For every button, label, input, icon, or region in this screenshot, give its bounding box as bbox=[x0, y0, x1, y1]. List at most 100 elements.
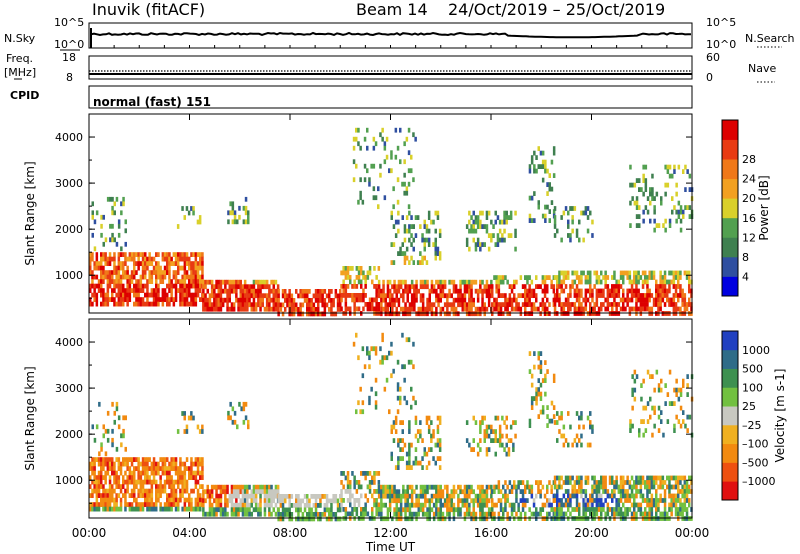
heatmap-cell bbox=[310, 494, 313, 499]
heatmap-cell bbox=[562, 511, 566, 517]
x-tick-label: 16:00 bbox=[474, 526, 509, 540]
heatmap-cell bbox=[450, 507, 453, 513]
heatmap-cell bbox=[340, 270, 343, 276]
heatmap-cell bbox=[426, 306, 429, 312]
heatmap-cell bbox=[530, 396, 534, 401]
heatmap-cell bbox=[150, 261, 154, 266]
heatmap-cell bbox=[399, 507, 403, 513]
heatmap-cell bbox=[155, 283, 158, 289]
heatmap-cell bbox=[272, 288, 275, 294]
heatmap-cell bbox=[685, 511, 689, 517]
heatmap-cell bbox=[109, 223, 112, 229]
heatmap-cell bbox=[580, 275, 583, 280]
heatmap-cell bbox=[679, 209, 683, 215]
heatmap-cell bbox=[628, 484, 632, 490]
heatmap-cell bbox=[384, 297, 387, 303]
heatmap-cell bbox=[297, 516, 300, 522]
heatmap-cell bbox=[217, 498, 220, 504]
heatmap-cell bbox=[646, 401, 650, 406]
heatmap-cell bbox=[159, 484, 162, 489]
nsky-trace bbox=[90, 31, 692, 39]
heatmap-cell bbox=[674, 493, 678, 499]
heatmap-cell bbox=[457, 511, 460, 517]
heatmap-cell bbox=[428, 302, 431, 308]
heatmap-cell bbox=[622, 493, 625, 499]
heatmap-cell bbox=[363, 136, 367, 142]
heatmap-cell bbox=[368, 177, 371, 183]
heatmap-cell bbox=[261, 484, 264, 490]
heatmap-cell bbox=[438, 465, 442, 470]
heatmap-cell bbox=[355, 293, 359, 298]
heatmap-cell bbox=[483, 302, 486, 308]
heatmap-cell bbox=[155, 265, 158, 271]
heatmap-cell bbox=[126, 301, 129, 307]
heatmap-cell bbox=[668, 507, 671, 512]
heatmap-cell bbox=[246, 306, 249, 312]
heatmap-cell bbox=[663, 502, 667, 508]
heatmap-cell bbox=[177, 502, 180, 507]
heatmap-cell bbox=[657, 405, 661, 411]
heatmap-cell bbox=[388, 297, 392, 303]
heatmap-cell bbox=[580, 484, 583, 490]
heatmap-cell bbox=[133, 506, 136, 512]
heatmap-cell bbox=[190, 411, 193, 416]
heatmap-cell bbox=[199, 297, 202, 302]
heatmap-cell bbox=[521, 493, 525, 499]
x-tick-label: 00:00 bbox=[675, 526, 710, 540]
heatmap-cell bbox=[622, 279, 625, 285]
heatmap-cell bbox=[688, 414, 692, 420]
heatmap-cell bbox=[196, 502, 200, 507]
heatmap-cell bbox=[552, 378, 556, 383]
heatmap-cell bbox=[188, 493, 191, 498]
heatmap-cell bbox=[515, 484, 518, 490]
heatmap-cell bbox=[102, 214, 105, 220]
heatmap-cell bbox=[410, 233, 413, 238]
heatmap-cell bbox=[679, 284, 682, 289]
heatmap-cell bbox=[459, 288, 462, 294]
heatmap-cell bbox=[564, 438, 568, 443]
heatmap-cell bbox=[235, 489, 238, 495]
heatmap-cell bbox=[206, 511, 209, 517]
heatmap-cell bbox=[595, 288, 599, 294]
heatmap-cell bbox=[272, 306, 275, 312]
heatmap-cell bbox=[181, 301, 184, 307]
heatmap-cell bbox=[374, 141, 378, 147]
heatmap-cell bbox=[688, 279, 691, 285]
heatmap-cell bbox=[117, 219, 121, 225]
heatmap-cell bbox=[161, 256, 165, 262]
heatmap-cell bbox=[544, 218, 547, 223]
heatmap-cell bbox=[374, 377, 378, 383]
heatmap-cell bbox=[657, 502, 660, 508]
heatmap-cell bbox=[196, 274, 200, 280]
heatmap-cell bbox=[235, 293, 238, 299]
heatmap-cell bbox=[122, 301, 125, 307]
heatmap-cell bbox=[242, 401, 246, 407]
heatmap-cell bbox=[393, 507, 396, 513]
heatmap-cell bbox=[395, 311, 398, 317]
heatmap-cell bbox=[279, 498, 283, 504]
heatmap-cell bbox=[111, 297, 114, 302]
heatmap-cell bbox=[544, 373, 547, 379]
heatmap-cell bbox=[524, 516, 527, 521]
heatmap-cell bbox=[252, 498, 256, 504]
heatmap-cell bbox=[553, 420, 557, 425]
heatmap-cell bbox=[683, 270, 687, 276]
heatmap-cell bbox=[644, 275, 647, 280]
heatmap-cell bbox=[646, 493, 649, 499]
heatmap-cell bbox=[270, 288, 273, 294]
heatmap-cell bbox=[432, 516, 436, 522]
heatmap-cell bbox=[252, 493, 256, 499]
heatmap-cell bbox=[297, 507, 300, 513]
heatmap-cell bbox=[243, 507, 247, 513]
heatmap-cell bbox=[330, 298, 333, 303]
heatmap-cell bbox=[461, 279, 464, 285]
heatmap-cell bbox=[633, 182, 637, 188]
heatmap-cell bbox=[91, 279, 94, 284]
heatmap-cell bbox=[535, 400, 538, 406]
heatmap-cell bbox=[308, 302, 311, 308]
heatmap-cell bbox=[663, 507, 667, 512]
heatmap-cell bbox=[274, 279, 278, 285]
heatmap-cell bbox=[608, 507, 612, 512]
heatmap-cell bbox=[407, 204, 411, 210]
heatmap-cell bbox=[346, 275, 350, 280]
